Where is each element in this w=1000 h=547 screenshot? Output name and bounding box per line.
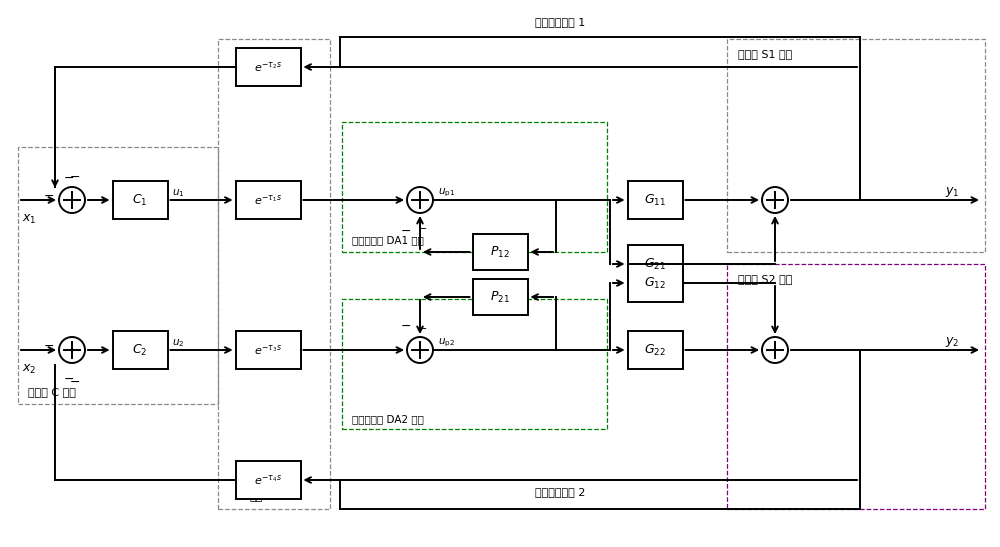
- Circle shape: [762, 337, 788, 363]
- Bar: [342, 122, 607, 252]
- Bar: [112, 331, 168, 369]
- Bar: [236, 48, 300, 86]
- Bar: [628, 245, 682, 283]
- Text: $P_{21}$: $P_{21}$: [490, 289, 510, 305]
- Text: −: −: [70, 376, 80, 389]
- Text: −: −: [70, 171, 80, 184]
- Text: $x_1$: $x_1$: [22, 213, 36, 226]
- Bar: [236, 181, 300, 219]
- Text: 解耦执行器 DA2 节点: 解耦执行器 DA2 节点: [352, 414, 424, 424]
- Bar: [112, 181, 168, 219]
- Text: −: −: [418, 224, 428, 234]
- Bar: [628, 331, 682, 369]
- Bar: [236, 331, 300, 369]
- Text: $y_1$: $y_1$: [945, 185, 959, 199]
- Text: −: −: [64, 172, 74, 185]
- Text: $G_{12}$: $G_{12}$: [644, 276, 666, 290]
- Bar: [342, 299, 607, 429]
- Bar: [473, 234, 528, 270]
- Text: $e^{-\tau_1 s}$: $e^{-\tau_1 s}$: [254, 193, 282, 207]
- Text: −: −: [64, 373, 74, 386]
- Circle shape: [407, 187, 433, 213]
- Text: $x_2$: $x_2$: [22, 363, 36, 376]
- Text: −: −: [401, 320, 411, 333]
- Text: 闭环控制回路 1: 闭环控制回路 1: [535, 17, 585, 27]
- Text: $G_{22}$: $G_{22}$: [644, 342, 666, 358]
- Bar: [236, 461, 300, 499]
- Text: −: −: [44, 340, 54, 352]
- Bar: [473, 279, 528, 315]
- Text: $P_{12}$: $P_{12}$: [490, 245, 510, 259]
- Text: 解耦执行器 DA1 节点: 解耦执行器 DA1 节点: [352, 235, 424, 245]
- Text: $u_1$: $u_1$: [172, 187, 184, 199]
- Text: $u_{\mathrm{p}1}$: $u_{\mathrm{p}1}$: [438, 187, 455, 199]
- Text: 闭环控制回路 2: 闭环控制回路 2: [535, 487, 585, 497]
- Bar: [18, 147, 218, 404]
- Text: −: −: [401, 225, 411, 238]
- Text: −: −: [44, 189, 54, 202]
- Text: $u_{\mathrm{p}2}$: $u_{\mathrm{p}2}$: [438, 336, 455, 349]
- Text: 控制器 C 节点: 控制器 C 节点: [28, 387, 76, 397]
- Text: $G_{21}$: $G_{21}$: [644, 257, 666, 271]
- Text: $C_1$: $C_1$: [132, 193, 148, 207]
- Circle shape: [762, 187, 788, 213]
- Text: 传感器 S1 节点: 传感器 S1 节点: [738, 49, 792, 59]
- Text: $y_2$: $y_2$: [945, 335, 959, 349]
- Text: $u_2$: $u_2$: [172, 337, 184, 349]
- Bar: [218, 39, 330, 509]
- Text: 传感器 S2 节点: 传感器 S2 节点: [738, 274, 792, 284]
- Text: $e^{-\tau_3 s}$: $e^{-\tau_3 s}$: [254, 343, 282, 357]
- Bar: [727, 264, 985, 509]
- Bar: [628, 264, 682, 302]
- Bar: [628, 181, 682, 219]
- Text: $G_{11}$: $G_{11}$: [644, 193, 666, 207]
- Circle shape: [407, 337, 433, 363]
- Text: −: −: [418, 324, 428, 334]
- Circle shape: [59, 187, 85, 213]
- Bar: [727, 39, 985, 252]
- Text: 网络: 网络: [249, 492, 263, 502]
- Circle shape: [59, 337, 85, 363]
- Text: $e^{-\tau_2 s}$: $e^{-\tau_2 s}$: [254, 60, 282, 74]
- Text: $e^{-\tau_4 s}$: $e^{-\tau_4 s}$: [254, 473, 282, 487]
- Text: $C_2$: $C_2$: [132, 342, 148, 358]
